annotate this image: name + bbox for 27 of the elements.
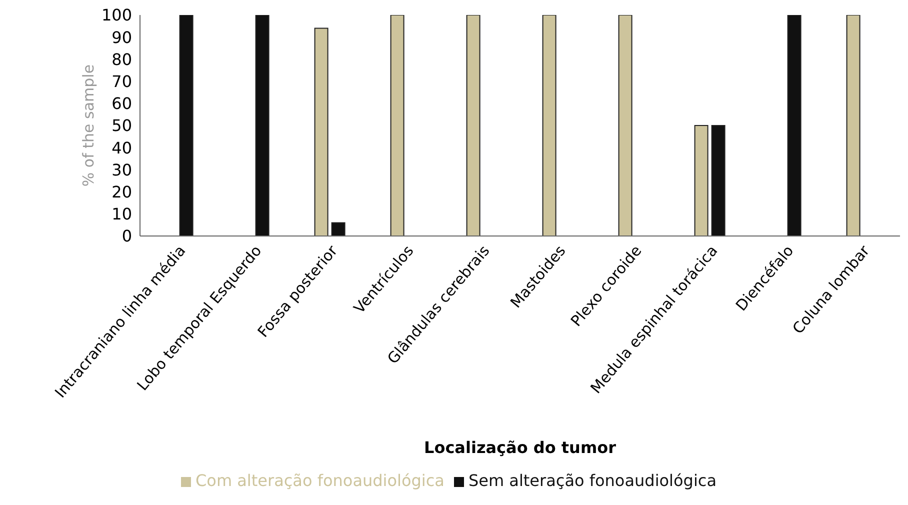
y-tick-label: 50 — [112, 116, 132, 136]
y-tick-label: 90 — [112, 28, 132, 47]
y-tick-label: 30 — [112, 160, 132, 180]
bar — [466, 15, 480, 236]
bar — [390, 15, 404, 236]
bar — [618, 15, 632, 236]
bar — [314, 28, 328, 236]
y-tick-label: 10 — [112, 204, 132, 224]
y-tick-label: 40 — [112, 138, 132, 158]
x-axis-title: Localização do tumor — [424, 438, 616, 457]
y-tick-label: 60 — [112, 94, 132, 114]
legend-label: Com alteração fonoaudiológica — [195, 471, 444, 490]
y-tick-label: 70 — [112, 72, 132, 91]
y-tick-label: 0 — [122, 226, 132, 246]
bar — [542, 15, 556, 236]
y-axis-title: % of the sample — [79, 64, 98, 187]
bar — [787, 15, 802, 236]
bar — [179, 15, 194, 236]
bar — [255, 15, 270, 236]
bar — [694, 125, 708, 236]
y-tick-label: 20 — [112, 182, 132, 202]
bar — [711, 125, 726, 236]
bar — [331, 222, 346, 236]
y-tick-label: 80 — [112, 50, 132, 69]
y-tick-label: 100 — [101, 6, 132, 25]
legend-label: Sem alteração fonoaudiológica — [468, 471, 716, 490]
bar — [846, 15, 860, 236]
